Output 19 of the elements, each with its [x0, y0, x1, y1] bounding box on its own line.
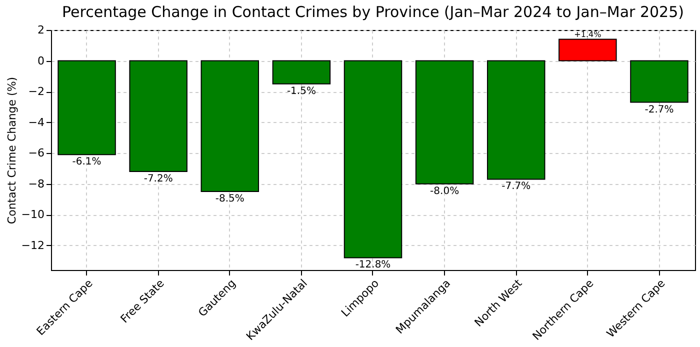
y-tick-label: 2 [38, 24, 44, 36]
y-tick-label: −6 [28, 146, 44, 160]
data-label: -2.7% [644, 104, 674, 116]
data-label: -7.7% [502, 181, 531, 192]
y-tick-label: −10 [21, 208, 44, 222]
y-tick-label: −2 [28, 85, 44, 98]
data-label: -6.1% [72, 156, 102, 168]
y-tick-label: 0 [38, 54, 44, 68]
y-tick-label: −4 [28, 116, 44, 129]
y-axis-title: Contact Crime Change (%) [5, 76, 18, 224]
data-label: -12.8% [355, 260, 391, 271]
chart-title: Percentage Change in Contact Crimes by Province (Jan–Mar 2024 to Jan–Mar 2025) [62, 3, 684, 21]
y-tick-label: −8 [28, 177, 44, 190]
data-label: -1.5% [286, 86, 316, 97]
data-label: +1.4% [574, 30, 602, 40]
data-label: -7.2% [144, 174, 173, 185]
data-label: -8.5% [215, 194, 244, 205]
y-tick-label: −12 [21, 238, 44, 252]
data-label: -8.0% [430, 186, 460, 197]
